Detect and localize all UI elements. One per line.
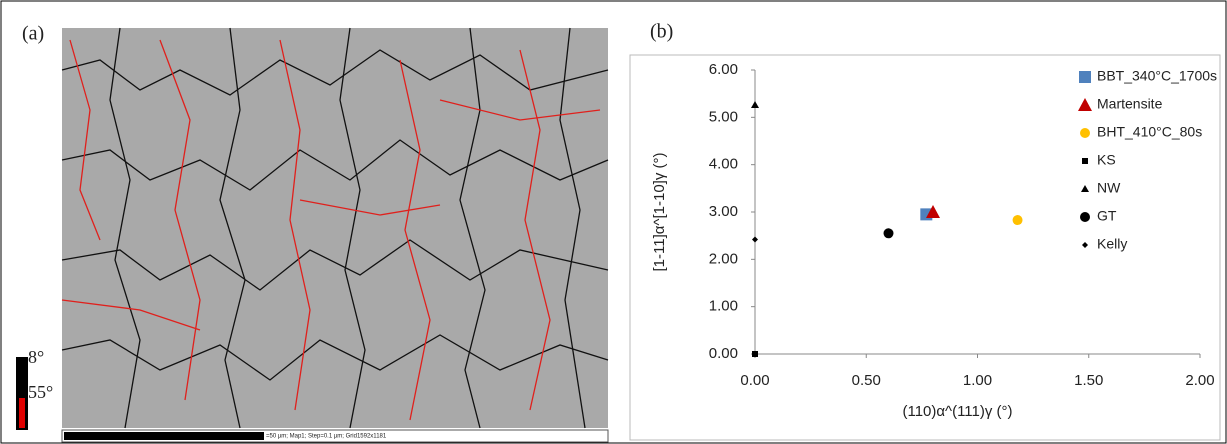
micrograph-bg: [62, 28, 608, 428]
grain-boundaries-red: [61, 39, 601, 421]
legend-label: KS: [1097, 152, 1116, 168]
legend-label: NW: [1097, 180, 1121, 196]
panel-label: (b): [650, 21, 673, 43]
marker: [926, 205, 940, 218]
y-tick-label: 3.00: [709, 203, 738, 220]
panel-label: (a): [22, 23, 44, 45]
marker: [751, 101, 759, 109]
y-axis-label: [1-11]α^[1-10]γ (°): [651, 153, 668, 272]
marker: [752, 351, 758, 357]
scalebar-text: =50 µm; Map1; Step=0.1 µm; Grid1592x1181: [266, 434, 387, 440]
marker: [1082, 242, 1088, 248]
legend-label: BBT_340°C_1700s: [1097, 68, 1217, 84]
marker: [1081, 185, 1089, 192]
legend-label: GT: [1097, 208, 1117, 224]
marker: [883, 228, 894, 239]
scalebar: [64, 432, 264, 440]
legend-label: Kelly: [1097, 236, 1127, 252]
chart: 0.00 0.50 1.00 1.50 2.00 0.00 1.00 2.00 3.00 4.00…: [651, 61, 1217, 420]
colorbar-low: 8°: [28, 347, 44, 367]
micrograph: =50 µm; Map1; Step=0.1 µm; Grid1592x1181…: [16, 27, 609, 443]
marker: [752, 236, 758, 243]
marker: [1079, 71, 1091, 83]
marker: [1080, 128, 1090, 138]
x-tick-label: 0.00: [740, 372, 769, 389]
x-tick-label: 0.50: [852, 372, 881, 389]
x-tick-label: 1.00: [963, 372, 992, 389]
marker: [1078, 98, 1092, 111]
y-tick-label: 6.00: [709, 61, 738, 78]
y-tick-label: 2.00: [709, 250, 738, 267]
x-axis-label: (110)α^(111)γ (°): [902, 403, 1012, 420]
grain-boundaries-black: [61, 27, 609, 429]
legend-label: BHT_410°C_80s: [1097, 124, 1202, 140]
y-tick-label: 0.00: [709, 345, 738, 362]
y-tick-label: 5.00: [709, 108, 738, 125]
x-tick-label: 1.50: [1074, 372, 1103, 389]
x-tick-label: 2.00: [1185, 372, 1214, 389]
marker: [1082, 158, 1088, 164]
marker: [1012, 215, 1023, 226]
legend-label: Martensite: [1097, 96, 1163, 112]
colorbar-high: 55°: [28, 382, 53, 402]
y-tick-label: 1.00: [709, 298, 738, 315]
y-tick-label: 4.00: [709, 156, 738, 173]
colorbar-red: [19, 398, 25, 428]
marker: [1080, 212, 1090, 222]
chart-border: [629, 54, 1221, 441]
